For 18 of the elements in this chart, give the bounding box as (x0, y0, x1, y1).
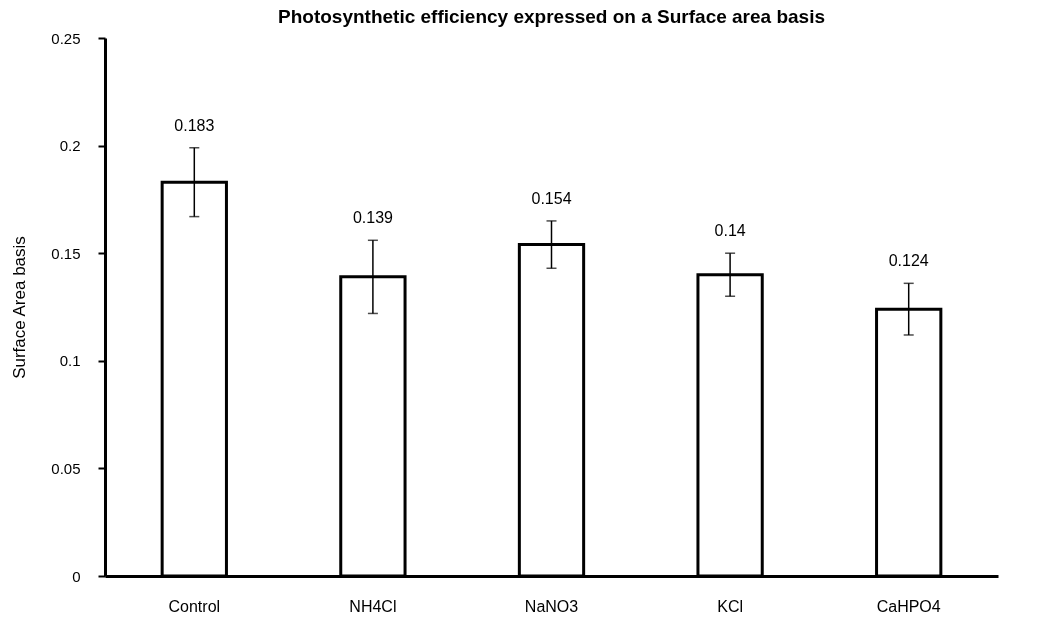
y-tick-label: 0.25 (51, 29, 81, 47)
y-tick-label: 0 (72, 567, 81, 585)
data-label: 0.139 (352, 209, 394, 227)
data-label: 0.154 (531, 189, 572, 207)
x-tick-label: Control (168, 597, 221, 615)
chart-title: Photosynthetic efficiency expressed on a Surface area basis (277, 6, 826, 27)
x-tick-label: KCl (717, 597, 743, 615)
y-tick-label: 0.05 (51, 459, 81, 477)
y-tick-label: 0.1 (59, 352, 81, 370)
y-tick-label: 0.15 (51, 244, 81, 262)
y-tick-label: 0.2 (59, 137, 81, 155)
x-tick-label: NaNO3 (524, 597, 579, 615)
data-label: 0.124 (888, 252, 929, 270)
x-tick-label: CaHPO4 (876, 597, 941, 615)
x-tick-label: NH4Cl (349, 597, 397, 615)
data-label: 0.183 (174, 116, 215, 134)
y-axis-title: Surface Area basis (10, 236, 30, 379)
data-label: 0.14 (714, 222, 746, 240)
